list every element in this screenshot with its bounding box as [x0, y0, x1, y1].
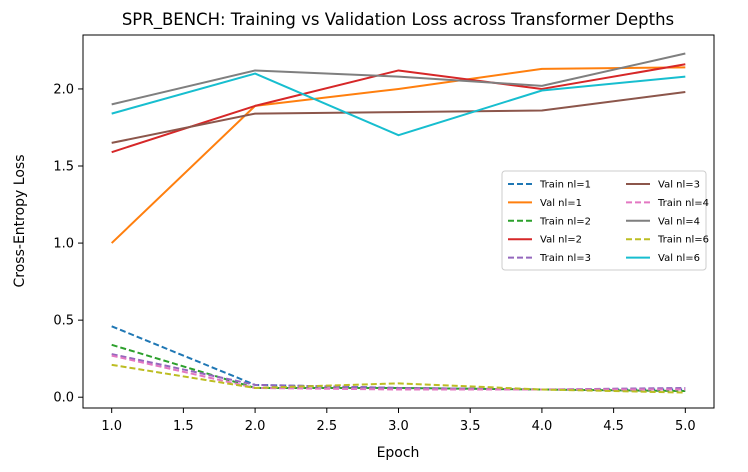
- legend-label-val-nl-1: Val nl=1: [540, 198, 582, 209]
- legend-box: [501, 170, 707, 271]
- y-tick-label: 1.0: [53, 237, 74, 252]
- series-line-val-nl-2: [111, 63, 686, 154]
- series-line-train-nl-6: [111, 363, 686, 394]
- legend-label-train-nl-6: Train nl=6: [657, 235, 709, 246]
- y-axis-label: Cross-Entropy Loss: [12, 155, 28, 288]
- series-line-val-nl-6: [111, 72, 686, 137]
- legend-label-train-nl-3: Train nl=3: [539, 253, 591, 264]
- x-axis: 1.0 1.5 2.0 2.5 3.0 3.5 4.0 4.5 5.0: [101, 408, 696, 434]
- legend-label-train-nl-1: Train nl=1: [539, 180, 591, 191]
- legend-label-val-nl-6: Val nl=6: [658, 253, 700, 264]
- x-tick-label: 1.5: [173, 419, 194, 434]
- chart-title: SPR_BENCH: Training vs Validation Loss a…: [122, 10, 674, 30]
- x-tick-label: 3.5: [460, 419, 481, 434]
- y-tick-label: 2.0: [53, 82, 74, 97]
- legend-label-val-nl-3: Val nl=3: [658, 180, 700, 191]
- y-axis: 0.0 0.5 1.0 1.5 2.0: [53, 82, 83, 406]
- series-lines: [110, 52, 686, 394]
- legend: Train nl=1 Val nl=1 Train nl=2 Val nl=2 Trai…: [501, 170, 709, 271]
- series-line-train-nl-4: [111, 354, 686, 391]
- y-tick-label: 0.0: [53, 391, 74, 406]
- x-tick-label: 1.0: [101, 419, 122, 434]
- legend-label-val-nl-2: Val nl=2: [540, 235, 582, 246]
- legend-label-train-nl-4: Train nl=4: [657, 198, 709, 209]
- legend-label-train-nl-2: Train nl=2: [539, 216, 591, 227]
- x-tick-label: 2.0: [245, 419, 266, 434]
- series-line-val-nl-3: [111, 91, 686, 144]
- series-line-train-nl-1: [111, 325, 686, 391]
- x-tick-label: 4.0: [532, 419, 553, 434]
- series-line-val-nl-1: [110, 66, 686, 244]
- series-line-val-nl-4: [111, 52, 686, 106]
- x-tick-label: 3.0: [388, 419, 409, 434]
- x-axis-label: Epoch: [377, 445, 420, 461]
- x-tick-label: 2.5: [316, 419, 337, 434]
- x-tick-label: 4.5: [603, 419, 624, 434]
- y-tick-label: 1.5: [53, 160, 74, 175]
- legend-label-val-nl-4: Val nl=4: [658, 216, 700, 227]
- y-tick-label: 0.5: [53, 314, 74, 329]
- x-tick-label: 5.0: [675, 419, 696, 434]
